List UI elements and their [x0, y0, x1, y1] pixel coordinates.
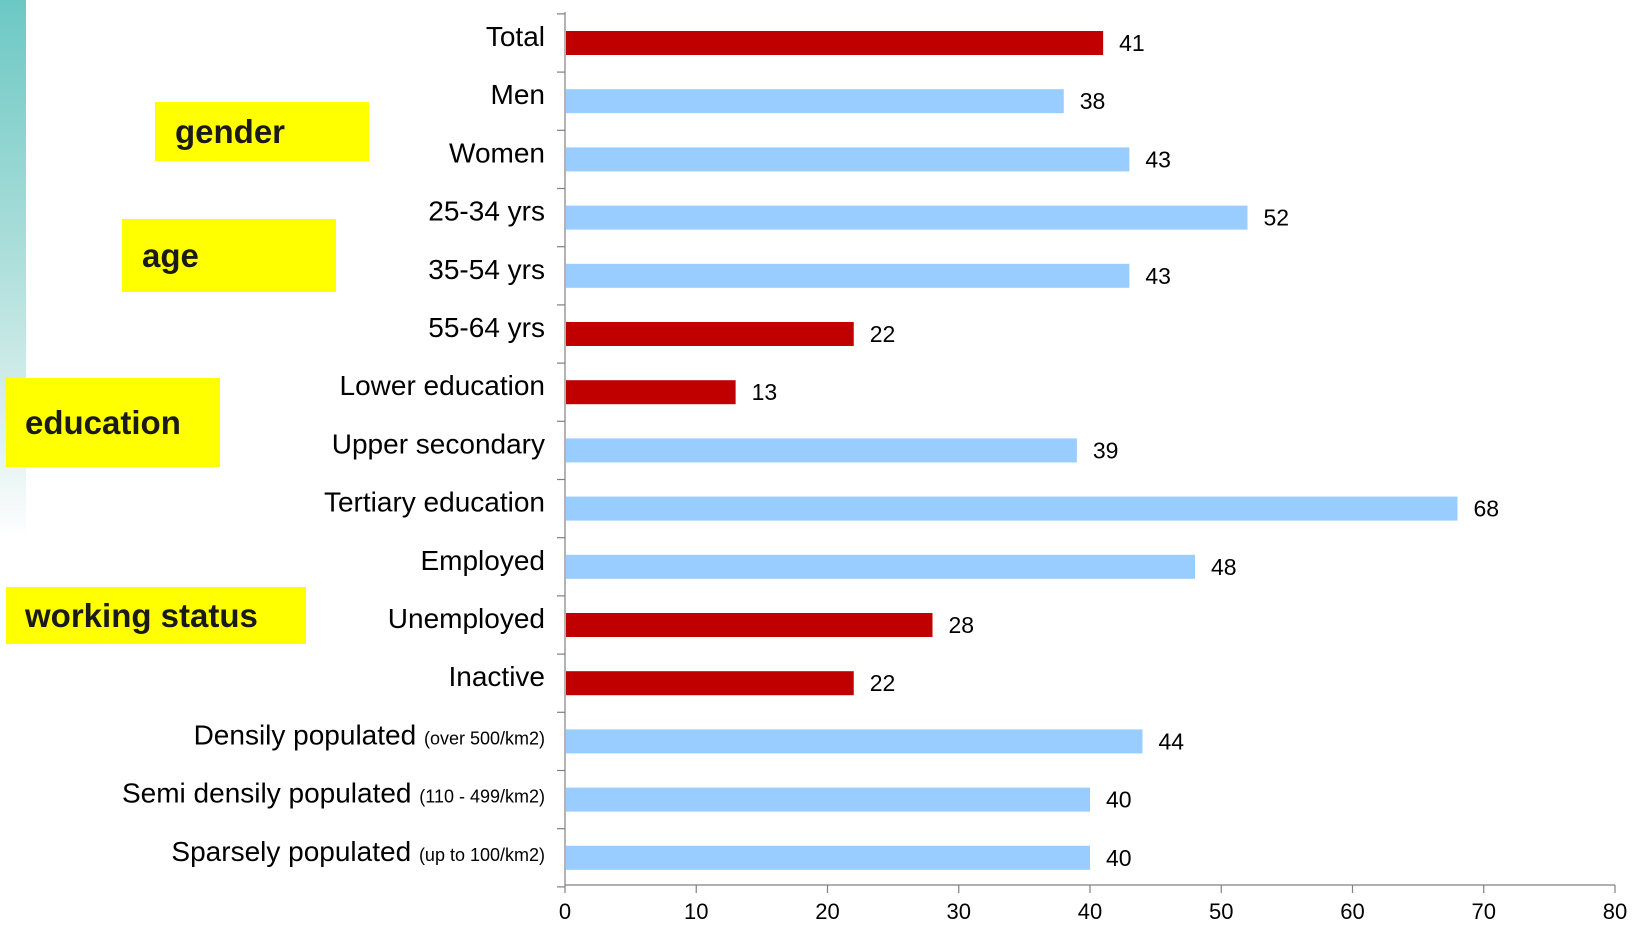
category-label-text: 35-54 yrs [428, 254, 545, 285]
x-tick-label: 40 [1078, 899, 1102, 924]
bar-value-label: 41 [1119, 30, 1145, 56]
category-label-text: Semi densily populated [122, 778, 412, 809]
category-label-spacer [411, 836, 419, 867]
bar-5 [566, 263, 1130, 288]
bar-4 [566, 205, 1248, 230]
category-label-spacer [416, 719, 424, 750]
category-label: Men [491, 79, 545, 110]
x-tick-label: 0 [559, 899, 571, 924]
bar-value-label: 40 [1106, 787, 1132, 813]
bar-12 [566, 671, 854, 696]
category-label-text: Upper secondary [332, 428, 545, 459]
group-tag-working-status-label: working status [25, 596, 258, 634]
category-label: Total [486, 21, 545, 52]
x-tick-label: 30 [947, 899, 971, 924]
category-label: Densily populated (over 500/km2) [194, 719, 545, 750]
bar-15 [566, 845, 1090, 870]
group-tag-gender: gender [155, 102, 369, 161]
category-label-text: Lower education [340, 370, 545, 401]
category-label: Employed [420, 545, 545, 576]
group-tag-gender-label: gender [175, 112, 286, 150]
bar-14 [566, 787, 1090, 812]
category-label-text: Men [491, 79, 545, 110]
bar-value-label: 22 [870, 321, 896, 347]
bar-value-label: 28 [949, 612, 975, 638]
bar-value-label: 40 [1106, 845, 1132, 871]
bar-layer [566, 31, 1458, 870]
bar-value-label: 39 [1093, 437, 1119, 463]
bar-7 [566, 380, 736, 405]
label-layer: 0 10 20 30 40 50 60 70 80 41 Total 38 Men 43 Women 52 25… [122, 21, 1627, 924]
category-label-text: Inactive [449, 661, 546, 692]
group-tag-education: education [6, 378, 220, 467]
bar-11 [566, 613, 933, 637]
bar-value-label: 22 [870, 670, 896, 696]
category-label: Women [449, 137, 545, 168]
category-label: 25-34 yrs [428, 196, 545, 227]
axis-layer [557, 12, 1616, 893]
bar-value-label: 43 [1145, 146, 1171, 172]
bar-2 [566, 89, 1064, 114]
bar-8 [566, 438, 1077, 463]
bar-9 [566, 496, 1458, 521]
bar-value-label: 48 [1211, 554, 1237, 580]
category-label-text: Tertiary education [324, 487, 545, 518]
category-label-text: Total [486, 21, 545, 52]
bar-value-label: 43 [1145, 263, 1171, 289]
group-tag-age-label: age [142, 236, 199, 274]
group-tag-education-label: education [25, 403, 181, 441]
bar-value-label: 38 [1080, 88, 1106, 114]
category-label-text: Sparsely populated [171, 836, 411, 867]
x-tick-label: 20 [815, 899, 839, 924]
category-label-note: (up to 100/km2) [419, 845, 545, 865]
category-label-text: Densily populated [194, 719, 417, 750]
category-label-text: Women [449, 137, 545, 168]
x-tick-label: 10 [684, 899, 708, 924]
category-label-text: 25-34 yrs [428, 196, 545, 227]
x-tick-label: 80 [1603, 899, 1627, 924]
category-label-note: (110 - 499/km2) [419, 787, 545, 807]
x-tick-label: 60 [1340, 899, 1364, 924]
bar-1 [566, 31, 1104, 55]
group-tag-working-status: working status [6, 587, 306, 644]
bar-value-label: 68 [1474, 496, 1500, 522]
category-label-spacer [412, 778, 420, 809]
category-label-text: Employed [420, 545, 545, 576]
category-label: 35-54 yrs [428, 254, 545, 285]
category-label-text: Unemployed [388, 603, 545, 634]
bar-13 [566, 729, 1143, 754]
category-label: Sparsely populated (up to 100/km2) [171, 836, 545, 867]
bar-value-label: 52 [1264, 205, 1290, 231]
bar-3 [566, 147, 1130, 172]
category-label: Semi densily populated (110 - 499/km2) [122, 778, 545, 809]
group-tag-age: age [122, 219, 336, 292]
category-label-note: (over 500/km2) [424, 728, 545, 748]
x-tick-label: 70 [1472, 899, 1496, 924]
category-label: Lower education [340, 370, 545, 401]
category-label: Inactive [449, 661, 546, 692]
x-tick-label: 50 [1209, 899, 1233, 924]
category-label: Unemployed [388, 603, 545, 634]
bar-value-label: 13 [752, 379, 778, 405]
bar-10 [566, 554, 1195, 579]
category-label: 55-64 yrs [428, 312, 545, 343]
bar-value-label: 44 [1159, 728, 1185, 754]
bar-6 [566, 322, 854, 346]
category-label-text: 55-64 yrs [428, 312, 545, 343]
category-label: Upper secondary [332, 428, 545, 459]
category-label: Tertiary education [324, 487, 545, 518]
